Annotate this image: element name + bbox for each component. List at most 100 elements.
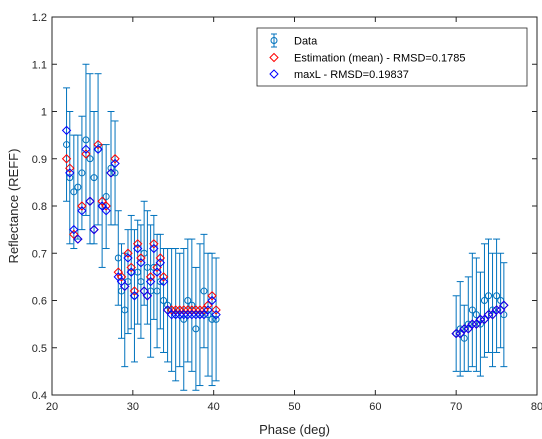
- maxl-estimate-marker: [145, 276, 156, 287]
- maxl-estimate-marker: [471, 319, 482, 329]
- maxl-estimate-marker: [187, 309, 197, 320]
- data-point: [78, 115, 86, 231]
- maxl-estimate-marker: [123, 253, 133, 263]
- data-point: [472, 257, 480, 372]
- mean-estimate-marker: [187, 305, 197, 315]
- data-marker: [489, 306, 497, 314]
- maxl-estimate-marker: [175, 309, 185, 320]
- maxl-estimate-marker: [149, 243, 159, 254]
- data-marker: [500, 311, 508, 319]
- data-marker: [188, 301, 196, 309]
- y-tick-label: 0.4: [32, 390, 47, 402]
- data-marker: [164, 301, 172, 309]
- data-point: [102, 144, 110, 250]
- mean-estimate-marker: [175, 305, 185, 315]
- data-marker: [200, 287, 208, 295]
- legend-mean-label: Estimation (mean) - RMSD=0.1785: [294, 53, 465, 65]
- maxl-estimate-marker: [97, 201, 107, 211]
- mean-estimate-marker: [69, 229, 79, 240]
- data-marker: [196, 311, 204, 319]
- maxl-estimate-marker: [61, 125, 72, 136]
- y-tick-label: 0.9: [32, 154, 47, 166]
- data-point: [143, 210, 151, 325]
- data-marker: [180, 315, 188, 323]
- data-point: [480, 243, 488, 358]
- maxl-estimate-marker: [81, 144, 91, 155]
- data-marker: [82, 136, 90, 144]
- data-marker: [208, 315, 216, 323]
- maxl-estimate-marker: [499, 300, 509, 310]
- data-marker: [160, 297, 168, 304]
- maxl-estimate-marker: [136, 257, 146, 268]
- maxl-estimate-marker: [211, 309, 221, 320]
- maxl-estimate-marker: [85, 196, 95, 206]
- data-layer: [61, 63, 509, 391]
- data-marker: [464, 320, 472, 328]
- maxl-estimate-marker: [459, 324, 469, 334]
- mean-estimate-marker: [195, 305, 205, 315]
- maxl-estimate-marker: [132, 243, 143, 254]
- data-marker: [98, 202, 106, 210]
- maxl-estimate-marker: [152, 267, 162, 277]
- maxl-estimate-marker: [195, 309, 205, 320]
- maxl-estimate-marker: [183, 309, 193, 320]
- maxl-estimate-marker: [207, 295, 217, 306]
- mean-estimate-marker: [81, 149, 91, 159]
- maxl-estimate-marker: [126, 267, 136, 277]
- y-tick-label: 0.6: [32, 296, 47, 308]
- data-point: [150, 214, 158, 320]
- maxl-estimate-marker: [77, 206, 87, 216]
- data-point: [188, 238, 196, 372]
- maxl-estimate-marker: [475, 314, 486, 325]
- mean-estimate-marker: [166, 305, 177, 315]
- mean-estimate-marker: [110, 154, 120, 164]
- maxl-estimate-marker: [467, 319, 478, 329]
- x-tick-label: 40: [208, 401, 220, 413]
- data-marker: [212, 315, 220, 323]
- data-point: [94, 73, 102, 226]
- y-axis-label: Reflectance (REFF): [6, 149, 21, 264]
- y-tick-label: 1.1: [32, 59, 47, 71]
- data-point: [500, 262, 508, 368]
- maxl-estimate-marker: [463, 324, 473, 334]
- data-marker: [485, 292, 492, 300]
- data-marker: [204, 311, 212, 319]
- mean-estimate-marker: [155, 253, 166, 263]
- mean-estimate-marker: [61, 154, 72, 164]
- maxl-estimate-marker: [479, 314, 490, 325]
- data-point: [66, 111, 74, 245]
- maxl-estimate-marker: [155, 257, 166, 268]
- mean-estimate-marker: [93, 139, 103, 150]
- maxl-estimate-marker: [101, 206, 111, 216]
- mean-estimate-marker: [123, 248, 133, 258]
- data-point: [127, 214, 135, 330]
- maxl-estimate-marker: [93, 144, 103, 155]
- maxl-estimate-marker: [158, 276, 169, 287]
- y-tick-label: 1.2: [32, 12, 47, 24]
- legend-data-label: Data: [294, 36, 318, 48]
- data-marker: [468, 306, 476, 314]
- mean-estimate-marker: [179, 305, 189, 315]
- mean-estimate-marker: [136, 253, 146, 263]
- mean-estimate-marker: [132, 239, 143, 249]
- data-point: [118, 243, 126, 339]
- mean-estimate-marker: [211, 305, 221, 315]
- data-point: [485, 238, 492, 353]
- mean-estimate-marker: [126, 262, 136, 273]
- data-point: [82, 63, 90, 216]
- legend-maxl-label: maxL - RMSD=0.19837: [294, 69, 409, 81]
- maxl-estimate-marker: [483, 309, 494, 320]
- data-marker: [78, 169, 86, 177]
- maxl-estimate-marker: [199, 309, 209, 320]
- maxl-estimate-marker: [69, 224, 79, 235]
- maxl-estimate-marker: [491, 305, 502, 315]
- mean-estimate-marker: [129, 286, 140, 296]
- maxl-estimate-marker: [162, 305, 173, 315]
- maxl-estimate-marker: [129, 291, 140, 301]
- maxl-estimate-marker: [65, 168, 75, 178]
- maxl-estimate-marker: [203, 305, 213, 315]
- data-marker: [102, 193, 110, 201]
- data-marker: [70, 188, 78, 196]
- data-marker: [90, 174, 98, 182]
